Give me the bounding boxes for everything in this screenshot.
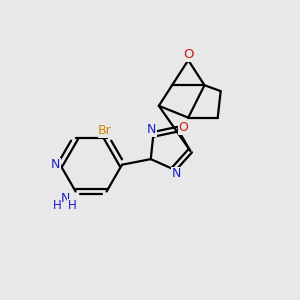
Text: H: H (68, 199, 76, 212)
Text: O: O (183, 48, 194, 62)
Text: N: N (61, 192, 70, 206)
Text: Br: Br (98, 124, 112, 137)
Text: N: N (147, 123, 157, 136)
Text: N: N (51, 158, 61, 171)
Text: H: H (53, 199, 62, 212)
Text: O: O (179, 121, 189, 134)
Text: N: N (172, 167, 181, 180)
